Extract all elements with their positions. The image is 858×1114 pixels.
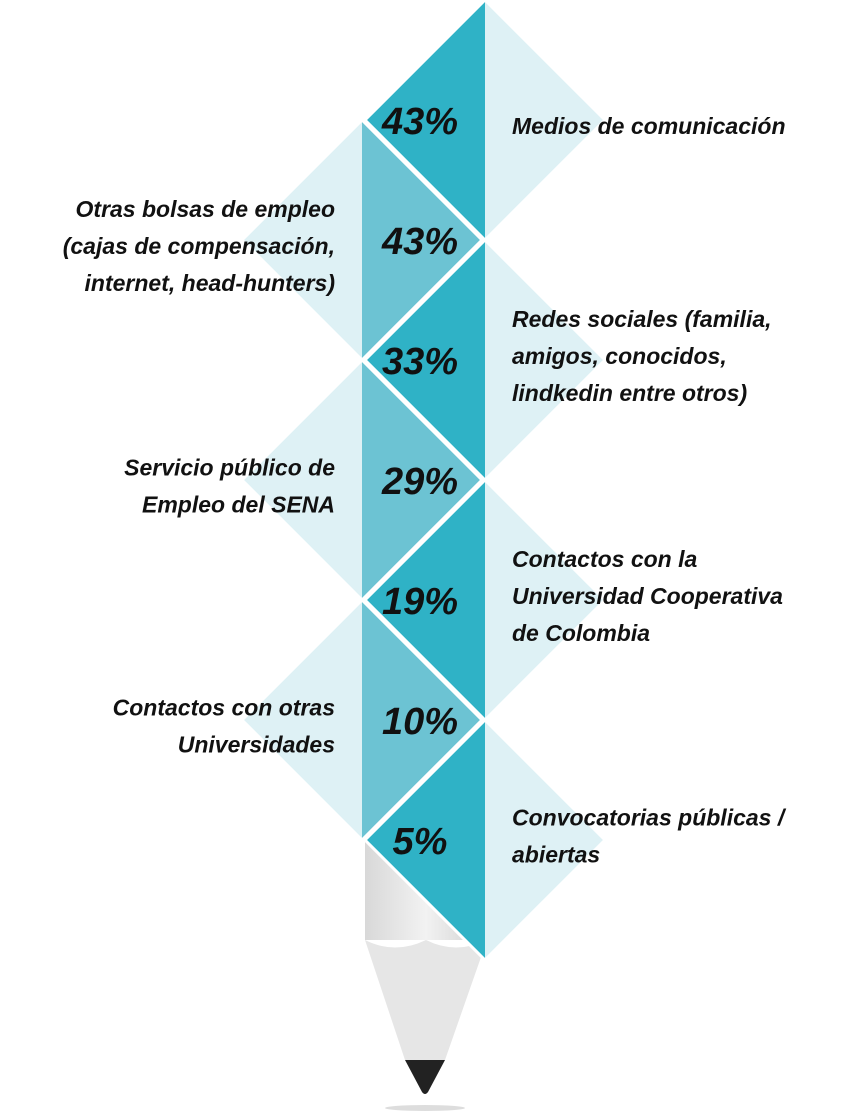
label-line: Contactos con la bbox=[512, 546, 698, 572]
percent: 43% bbox=[381, 101, 458, 143]
percent: 10% bbox=[382, 701, 458, 743]
label-line: Redes sociales (familia, bbox=[512, 306, 772, 332]
label-line: Contactos con otras bbox=[113, 695, 335, 721]
diamond-inner bbox=[365, 0, 485, 240]
diamond-inner bbox=[365, 720, 485, 960]
percent: 43% bbox=[381, 221, 458, 263]
label-line: Servicio público de bbox=[124, 455, 335, 481]
percent: 29% bbox=[381, 461, 458, 503]
percent: 5% bbox=[393, 821, 448, 863]
diamond-outer bbox=[242, 600, 362, 840]
label-line: de Colombia bbox=[512, 620, 650, 646]
label-line: abiertas bbox=[512, 842, 600, 868]
diamond-outer bbox=[242, 360, 362, 600]
diamond-edge bbox=[239, 597, 485, 843]
diamond-inner bbox=[365, 480, 485, 720]
diamonds bbox=[239, 0, 608, 963]
percent: 19% bbox=[382, 581, 458, 623]
label-line: internet, head-hunters) bbox=[85, 270, 335, 296]
diamond-outer bbox=[485, 480, 605, 720]
diamond-outer bbox=[485, 720, 605, 960]
diamond-inner bbox=[362, 360, 482, 600]
diamond-inner bbox=[362, 600, 482, 840]
diamond-edge bbox=[362, 717, 608, 963]
diamond-inner bbox=[365, 240, 485, 480]
diamond-inner bbox=[362, 120, 482, 360]
label-line: lindkedin entre otros) bbox=[512, 380, 747, 406]
label-line: Universidad Cooperativa bbox=[512, 583, 783, 609]
diamond-outer bbox=[485, 240, 605, 480]
percent: 33% bbox=[382, 341, 458, 383]
diamond-outer bbox=[485, 0, 605, 240]
label-line: (cajas de compensación, bbox=[63, 233, 335, 259]
label-line: Universidades bbox=[178, 732, 335, 758]
label-line: Convocatorias públicas / bbox=[512, 805, 787, 831]
label-line: Empleo del SENA bbox=[142, 492, 335, 518]
label-line: Otras bolsas de empleo bbox=[76, 196, 335, 222]
diamond-outer bbox=[242, 120, 362, 360]
label-line: amigos, conocidos, bbox=[512, 343, 727, 369]
label-line: Medios de comunicación bbox=[512, 113, 786, 139]
texts: 43% Medios de comunicación 43% Otras bolsas… bbox=[63, 101, 787, 868]
